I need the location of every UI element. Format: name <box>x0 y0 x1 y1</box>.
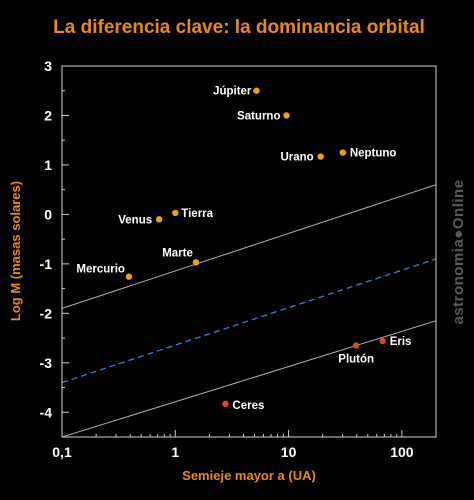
point-label-marte: Marte <box>162 247 193 259</box>
point-label-saturno: Saturno <box>237 110 280 122</box>
x-axis-label: Semieje mayor a (UA) <box>182 468 316 483</box>
reference-line-dashed <box>62 258 436 384</box>
x-tick-label: 1 <box>171 444 179 460</box>
x-tick-label: 0,1 <box>52 444 72 460</box>
point-tierra <box>172 209 179 217</box>
chart-title: La diferencia clave: la dominancia orbit… <box>53 17 425 38</box>
point-jupiter <box>253 87 260 94</box>
reference-line-solid-2 <box>62 320 436 437</box>
reference-line-solid-0 <box>62 184 436 309</box>
point-label-ceres: Ceres <box>232 400 264 412</box>
y-tick-label: -4 <box>40 404 53 420</box>
watermark-logo: astronomia●Online <box>450 179 467 324</box>
y-tick-label: 2 <box>44 107 52 123</box>
reference-lines <box>62 184 436 437</box>
point-saturno <box>283 112 290 119</box>
point-urano <box>317 153 324 160</box>
y-axis-label: Log M (masas solares) <box>8 181 23 321</box>
point-label-pluton: Plutón <box>338 353 374 365</box>
y-tick-label: -3 <box>40 355 53 371</box>
point-neptuno <box>339 149 347 156</box>
y-tick-label: -1 <box>40 256 53 272</box>
x-tick-label: 100 <box>390 444 414 460</box>
point-label-eris: Eris <box>390 336 412 348</box>
plot-frame <box>61 65 437 438</box>
point-label-jupiter: Júpiter <box>213 86 252 98</box>
point-label-tierra: Tierra <box>181 208 213 220</box>
point-mercurio <box>125 273 133 280</box>
point-label-mercurio: Mercurio <box>76 264 125 276</box>
y-tick-label: 3 <box>44 58 52 74</box>
point-label-neptuno: Neptuno <box>350 148 397 160</box>
point-pluton <box>352 342 360 349</box>
y-tick-label: 0 <box>44 206 52 222</box>
x-tick-label: 10 <box>281 444 297 460</box>
point-marte <box>192 259 200 266</box>
data-points: Mercurio Venus Tierra Marte Júpiter Saturno Ur… <box>76 86 411 412</box>
point-eris <box>379 337 386 345</box>
y-tick-label: 1 <box>44 157 52 173</box>
point-venus <box>155 216 163 223</box>
point-ceres <box>222 400 229 408</box>
point-label-urano: Urano <box>280 152 313 164</box>
y-tick-label: -2 <box>40 305 53 321</box>
point-label-venus: Venus <box>118 214 152 226</box>
